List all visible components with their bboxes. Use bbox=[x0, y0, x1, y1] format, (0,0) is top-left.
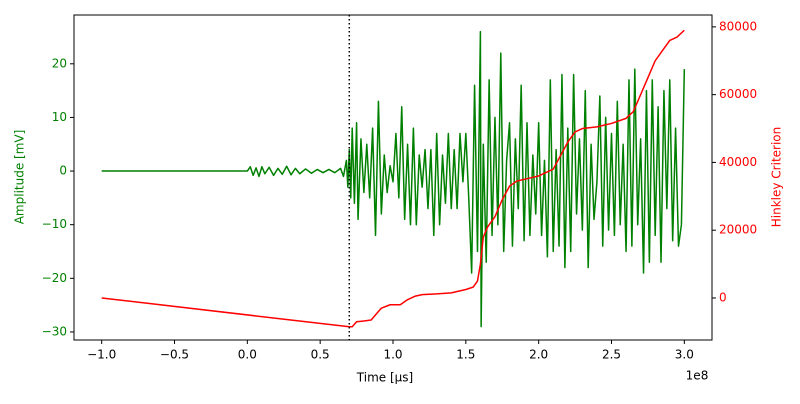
x-tick-label: −1.0 bbox=[87, 348, 116, 362]
y-tick-label: 20 bbox=[52, 56, 67, 70]
y-tick-label: −30 bbox=[42, 324, 67, 338]
y-tick-label: −20 bbox=[42, 271, 67, 285]
y2-tick-label: 0 bbox=[719, 290, 727, 304]
x-tick-label: 2.5 bbox=[602, 348, 621, 362]
series-line bbox=[101, 30, 686, 328]
series-line bbox=[101, 29, 685, 328]
x-tick-label: 2.0 bbox=[529, 348, 548, 362]
x-offset-label: 1e8 bbox=[686, 369, 709, 383]
x-axis-label: Time [µs] bbox=[356, 371, 413, 385]
y2-tick-label: 40000 bbox=[719, 155, 757, 169]
y-tick-label: 0 bbox=[59, 164, 67, 178]
y-tick-label: −10 bbox=[42, 217, 67, 231]
y2-tick-label: 60000 bbox=[719, 87, 757, 101]
x-tick-label: 0.0 bbox=[238, 348, 257, 362]
x-tick-label: 0.5 bbox=[311, 348, 330, 362]
y-tick-label: 10 bbox=[52, 110, 67, 124]
y2-tick-label: 80000 bbox=[719, 19, 757, 33]
x-tick-label: 1.5 bbox=[456, 348, 475, 362]
x-tick-label: 1.0 bbox=[383, 348, 402, 362]
plot-frame bbox=[73, 14, 713, 341]
x-tick-label: 3.0 bbox=[675, 348, 694, 362]
y2-tick-label: 20000 bbox=[719, 223, 757, 237]
x-tick-label: −0.5 bbox=[160, 348, 189, 362]
y2-axis-label: Hinkley Criterion bbox=[770, 127, 784, 228]
y-axis-label: Amplitude [mV] bbox=[13, 130, 27, 225]
